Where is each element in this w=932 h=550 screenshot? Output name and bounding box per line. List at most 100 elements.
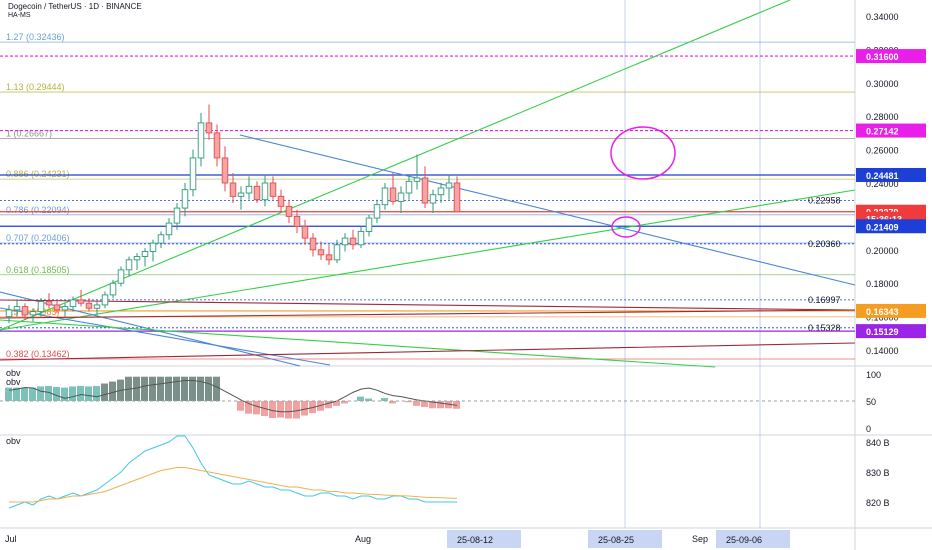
osc-bar	[93, 385, 100, 401]
candle	[413, 177, 421, 182]
date-badge	[588, 530, 662, 548]
price-tag-label: 0.16343	[866, 307, 899, 317]
osc-bar	[141, 376, 148, 401]
price-tag-label: 0.27142	[866, 127, 899, 137]
price-tag	[856, 324, 926, 339]
osc-bar	[293, 401, 300, 419]
fib-label: 1 (0.26667)	[6, 128, 52, 138]
obv-tick-label: 820 B	[866, 498, 890, 508]
candle	[285, 205, 293, 217]
candle	[61, 306, 69, 311]
osc-bar	[437, 401, 444, 409]
candle	[45, 301, 53, 306]
trendline	[0, 0, 791, 331]
osc-bar	[109, 381, 116, 401]
price-tick-label: 0.24000	[866, 179, 899, 189]
candle	[453, 182, 461, 213]
trendline	[0, 189, 856, 331]
osc-bar	[13, 387, 20, 401]
osc-bar	[61, 387, 68, 401]
candle	[277, 195, 285, 207]
osc-bar	[389, 401, 396, 404]
osc-bar	[285, 401, 292, 419]
osc-tick-label: 50	[866, 397, 876, 407]
candle	[349, 237, 357, 246]
price-tag	[856, 49, 926, 64]
candle	[309, 237, 317, 251]
candle	[365, 217, 373, 232]
price-tag-label: 0.31600	[866, 52, 899, 62]
price-tick-label: 0.34000	[866, 12, 899, 22]
level-label: 0.15328	[808, 323, 841, 333]
level-label: 0.20360	[808, 239, 841, 249]
fib-label: 0.886 (0.24231)	[6, 169, 70, 179]
price-tick-label: 0.20000	[866, 246, 899, 256]
osc-bar	[253, 401, 260, 415]
candle	[357, 230, 365, 246]
osc-bar	[45, 385, 52, 401]
candle	[21, 306, 29, 316]
price-tag-label: 0.21409	[866, 222, 899, 232]
candle	[389, 187, 397, 202]
osc-bar	[181, 376, 188, 401]
time-tick-label: Sep	[692, 534, 708, 544]
candle	[141, 251, 149, 257]
obv-ma-line	[9, 467, 458, 503]
price-tag-label: 0.15129	[866, 327, 899, 337]
candle	[205, 122, 213, 134]
osc-bar	[421, 401, 428, 408]
candle	[189, 157, 197, 191]
level-label: 0.16997	[808, 295, 841, 305]
osc-bar	[69, 386, 76, 401]
fib-label: 1.13 (0.29444)	[6, 82, 65, 92]
candle	[5, 309, 13, 318]
date-badge-label: 25-09-06	[726, 535, 762, 545]
candle	[421, 177, 429, 204]
candle	[109, 282, 117, 296]
fib-label: 0.618 (0.18505)	[6, 265, 70, 275]
osc-bar	[277, 401, 284, 418]
candle	[85, 302, 93, 309]
price-tag	[856, 303, 926, 318]
time-tick-label: Jul	[5, 534, 17, 544]
osc-bar	[133, 376, 140, 401]
candle	[77, 299, 85, 304]
osc-bar	[101, 383, 108, 401]
fib-label: 0.786 (0.22094)	[6, 205, 70, 215]
osc-title: obv	[6, 368, 21, 378]
highlight-circle	[610, 126, 676, 180]
date-badge-label: 25-08-25	[598, 535, 634, 545]
osc-bar	[189, 376, 196, 401]
highlight-circle	[611, 216, 641, 238]
candle	[29, 311, 37, 316]
obv-tick-label: 840 B	[866, 438, 890, 448]
osc-bar	[37, 386, 44, 401]
trendline	[0, 342, 856, 361]
candle	[429, 194, 437, 204]
candle	[53, 304, 61, 311]
candle	[405, 180, 413, 194]
candle	[237, 192, 245, 197]
candle	[229, 182, 237, 197]
trendline	[239, 134, 856, 286]
osc-bar	[381, 398, 388, 401]
fib-label: 0.707 (0.20406)	[6, 233, 70, 243]
osc-bar	[237, 401, 244, 411]
candle	[437, 187, 445, 196]
osc-bar	[77, 385, 84, 401]
osc-bar	[357, 396, 364, 401]
osc-bar	[333, 401, 340, 406]
osc-bar	[53, 386, 60, 401]
price-tick-label: 0.26000	[866, 146, 899, 156]
indicator-label: HA-MS	[8, 12, 31, 19]
date-badge	[716, 530, 790, 548]
osc-bar	[173, 376, 180, 401]
osc-bar	[269, 401, 276, 419]
candle	[397, 192, 405, 202]
osc-bar	[245, 401, 252, 414]
candle	[445, 182, 453, 189]
osc-bar	[5, 387, 12, 401]
osc-bar	[325, 401, 332, 409]
candle	[221, 157, 229, 184]
